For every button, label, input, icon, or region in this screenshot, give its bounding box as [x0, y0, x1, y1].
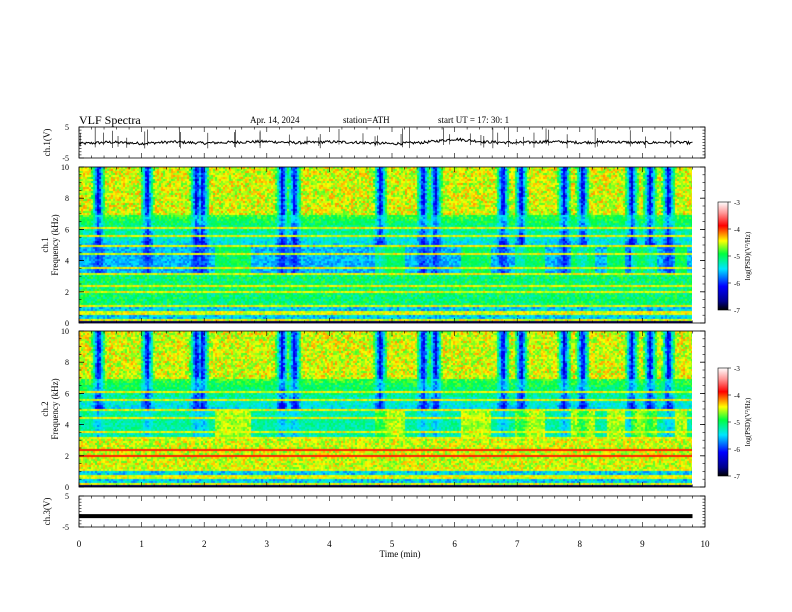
spectrogram-image	[79, 167, 692, 323]
y-tick-label: 5	[65, 123, 69, 132]
x-tick-label: 6	[452, 539, 457, 549]
colorbar-tick-label: -7	[734, 307, 740, 315]
colorbar-gradient	[717, 367, 729, 477]
y-axis-label: Frequency (kHz)	[50, 378, 60, 439]
colorbar-tick-label: -4	[734, 226, 740, 234]
y-tick-label: 0	[65, 319, 69, 328]
start-time-label: start UT = 17: 30: 1	[438, 115, 509, 125]
ch3-voltage-panel: 5 -5 ch.3(V)	[42, 492, 706, 532]
y-tick-label: 2	[65, 452, 69, 461]
x-tick-label: 0	[77, 539, 82, 549]
colorbar-tick-label: -3	[734, 365, 740, 373]
y-tick-label: -5	[62, 523, 69, 532]
y-tick-label: 5	[65, 492, 69, 501]
ch2-spectrogram-panel: 0 2 4 6 8 10 ch.2 Frequency (kHz)	[40, 327, 706, 492]
date-label: Apr. 14, 2024	[250, 115, 300, 125]
colorbar-tick-label: -5	[734, 419, 740, 427]
colorbar-tick-label: -6	[734, 280, 740, 288]
ch2-colorbar: -3 -4 -5 -6 -7 log(PSD)(V²/Hz)	[717, 365, 752, 481]
y-axis-label: ch.2	[40, 401, 50, 416]
colorbar-tick-label: -6	[734, 446, 740, 454]
y-axis-label: ch.1	[40, 237, 50, 252]
y-tick-label: 0	[65, 483, 69, 492]
colorbar-label: log(PSD)(V²/Hz)	[744, 397, 752, 446]
y-tick-label: 4	[65, 421, 69, 430]
y-tick-label: 10	[61, 327, 69, 336]
series-line	[78, 137, 693, 146]
y-tick-label: 2	[65, 288, 69, 297]
x-axis-label: Time (min)	[380, 549, 421, 559]
y-axis-label: ch.1(V)	[42, 129, 52, 157]
spectrogram-image	[79, 331, 692, 487]
y-tick-label: -5	[62, 154, 69, 163]
y-tick-label: 6	[65, 225, 69, 234]
colorbar-tick-label: -7	[734, 473, 740, 481]
colorbar-gradient	[717, 201, 729, 311]
y-tick-label: 10	[61, 163, 69, 172]
x-tick-label: 10	[701, 539, 711, 549]
ch1-spectrogram-panel: 0 2 4 6 8 10 ch.1 Frequency (kHz)	[40, 163, 706, 328]
y-axis-label: ch.3(V)	[42, 498, 52, 526]
x-tick-label: 3	[265, 539, 270, 549]
y-tick-label: 8	[65, 358, 69, 367]
y-axis-label: Frequency (kHz)	[50, 214, 60, 275]
colorbar-label: log(PSD)(V²/Hz)	[744, 231, 752, 280]
ch1-colorbar: -3 -4 -5 -6 -7 log(PSD)(V²/Hz)	[717, 199, 752, 315]
colorbar-tick-label: -3	[734, 199, 740, 207]
x-tick-label: 5	[390, 539, 395, 549]
ch1-voltage-panel: 5 -5 ch.1(V)	[42, 123, 706, 163]
x-tick-label: 4	[327, 539, 332, 549]
x-tick-label: 9	[640, 539, 645, 549]
y-tick-label: 8	[65, 194, 69, 203]
x-tick-label: 1	[139, 539, 144, 549]
station-label: station=ATH	[343, 115, 390, 125]
y-tick-label: 6	[65, 389, 69, 398]
x-tick-label: 8	[578, 539, 583, 549]
time-axis: 0 1 2 3 4 5 6 7 8 9 10	[77, 539, 710, 549]
y-tick-label: 4	[65, 257, 69, 266]
figure-title: VLF Spectra	[79, 113, 141, 127]
x-tick-label: 2	[202, 539, 207, 549]
colorbar-tick-label: -4	[734, 392, 740, 400]
x-tick-label: 7	[515, 539, 520, 549]
colorbar-tick-label: -5	[734, 253, 740, 261]
